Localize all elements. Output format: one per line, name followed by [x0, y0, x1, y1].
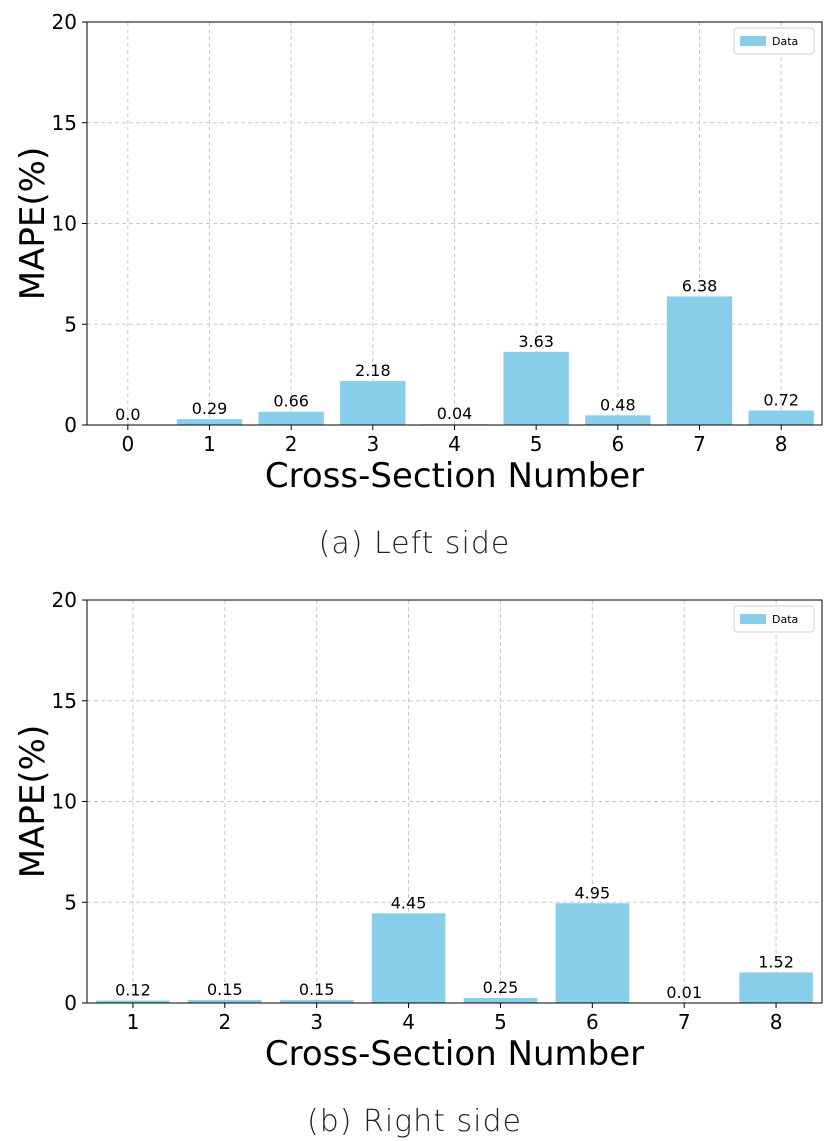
- bar-value-label: 3.63: [518, 332, 554, 351]
- legend-label: Data: [772, 613, 798, 626]
- bar: [188, 999, 262, 1003]
- x-tick-label: 3: [366, 432, 379, 456]
- bar-value-label: 4.45: [391, 893, 427, 912]
- bar-value-label: 1.52: [758, 952, 794, 971]
- bar-value-label: 0.04: [437, 404, 473, 423]
- bar: [666, 296, 733, 425]
- x-tick-label: 1: [203, 432, 216, 456]
- bar: [585, 415, 651, 425]
- bar: [555, 903, 630, 1003]
- x-tick-label: 8: [770, 1010, 783, 1034]
- x-tick-label: 6: [586, 1010, 599, 1034]
- y-tick-label: 15: [52, 111, 77, 135]
- legend-swatch: [740, 36, 766, 46]
- caption-left-side: (a) Left side: [318, 526, 511, 561]
- x-tick-label: 5: [530, 432, 543, 456]
- x-tick-label: 1: [127, 1010, 140, 1034]
- bar-value-label: 0.12: [115, 981, 151, 1000]
- legend-swatch: [740, 614, 766, 624]
- x-tick-label: 4: [448, 432, 461, 456]
- x-tick-label: 8: [775, 432, 788, 456]
- y-tick-label: 10: [52, 790, 77, 814]
- y-tick-label: 5: [64, 890, 77, 914]
- x-tick-label: 0: [121, 432, 134, 456]
- bar: [371, 913, 446, 1003]
- y-tick-label: 10: [52, 212, 77, 236]
- bar: [176, 419, 243, 425]
- bar: [96, 1000, 170, 1003]
- legend-box: [733, 605, 815, 633]
- bar-value-label: 0.01: [666, 983, 702, 1002]
- bar-value-label: 2.18: [355, 361, 391, 380]
- y-axis-label: MAPE(%): [13, 725, 53, 878]
- x-tick-label: 7: [678, 1010, 691, 1034]
- bar: [279, 999, 354, 1003]
- bar-value-label: 0.66: [273, 392, 309, 411]
- bar-value-label: 4.95: [575, 883, 611, 902]
- y-tick-label: 5: [64, 312, 77, 336]
- y-tick-label: 20: [52, 588, 77, 612]
- bar-value-label: 6.38: [682, 276, 718, 295]
- chart-right-side: 0.12 0.15 0.154.450.254.950.011.5205101520…: [13, 588, 823, 1074]
- bar: [463, 997, 538, 1003]
- bar-value-label: 0.0: [115, 405, 140, 424]
- x-tick-label: 4: [402, 1010, 415, 1034]
- x-tick-label: 2: [218, 1010, 231, 1034]
- bar: [258, 411, 324, 425]
- bar-value-label: 0.15: [207, 980, 243, 999]
- bar-value-label: 0.29: [192, 399, 228, 418]
- y-tick-label: 0: [64, 413, 77, 437]
- bar: [340, 381, 406, 425]
- x-tick-label: 2: [285, 432, 298, 456]
- x-tick-label: 3: [310, 1010, 323, 1034]
- x-axis-label: Cross-Section Number: [265, 456, 644, 496]
- legend: Data: [733, 27, 815, 55]
- y-tick-label: 0: [64, 991, 77, 1015]
- x-tick-label: 5: [494, 1010, 507, 1034]
- legend-box: [733, 27, 815, 55]
- bar-value-label: 0.72: [763, 390, 799, 409]
- bar: [748, 410, 814, 425]
- x-tick-label: 7: [693, 432, 706, 456]
- x-tick-label: 6: [611, 432, 624, 456]
- bar-value-label: 0.48: [600, 395, 636, 414]
- y-tick-label: 20: [52, 10, 77, 34]
- legend: Data: [733, 605, 815, 633]
- bar-value-label: 0.15: [299, 980, 335, 999]
- legend-label: Data: [772, 35, 798, 48]
- bar: [503, 351, 569, 425]
- y-axis-label: MAPE(%): [13, 147, 53, 300]
- caption-right-side: (b) Right side: [307, 1104, 522, 1139]
- y-tick-label: 15: [52, 689, 77, 713]
- bar: [739, 972, 813, 1003]
- bar-value-label: 0.25: [483, 978, 519, 997]
- x-axis-label: Cross-Section Number: [265, 1034, 644, 1074]
- chart-left-side: 0.0 0.29 0.662.180.043.630.486.380.7205101…: [13, 10, 823, 496]
